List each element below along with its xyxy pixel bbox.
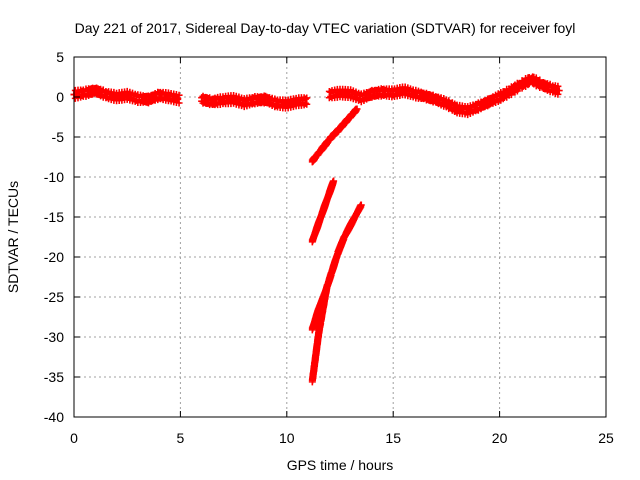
grid-lines — [74, 57, 606, 417]
chart-title: Day 221 of 2017, Sidereal Day-to-day VTE… — [75, 20, 576, 36]
y-tick-label: -30 — [44, 329, 64, 345]
y-tick-label: 0 — [56, 89, 64, 105]
x-tick-label: 0 — [70, 430, 78, 446]
y-tick-label: -25 — [44, 289, 64, 305]
data-point — [301, 95, 309, 103]
y-tick-label: -15 — [44, 209, 64, 225]
x-tick-label: 10 — [279, 430, 295, 446]
y-tick-label: -20 — [44, 249, 64, 265]
y-tick-label: -10 — [44, 169, 64, 185]
data-point — [554, 82, 562, 90]
data-point — [174, 95, 182, 103]
data-point — [175, 99, 183, 107]
plot-frame — [73, 56, 607, 418]
data-point — [323, 281, 331, 289]
x-axis-label: GPS time / hours — [287, 457, 394, 473]
data-point — [175, 91, 183, 99]
x-tick-label: 15 — [385, 430, 401, 446]
y-tick-label: -35 — [44, 369, 64, 385]
y-tick-label: -40 — [44, 409, 64, 425]
data-point — [357, 201, 365, 209]
x-tick-label: 5 — [177, 430, 185, 446]
data-point — [303, 100, 311, 108]
y-axis-label: SDTVAR / TECUs — [5, 181, 21, 293]
data-marks — [70, 73, 563, 386]
data-point — [353, 105, 361, 113]
x-tick-label: 20 — [492, 430, 508, 446]
axis-ticks: 0 5 10 15 20 25 5 0 -5 -10 -15 -20 -25 -30 -35 -40 — [44, 49, 614, 446]
x-tick-label: 25 — [598, 430, 614, 446]
y-tick-label: -5 — [52, 129, 65, 145]
y-tick-label: 5 — [56, 49, 64, 65]
data-point — [555, 87, 563, 95]
data-point — [303, 94, 311, 102]
data-point — [554, 90, 562, 98]
data-point — [330, 177, 338, 185]
